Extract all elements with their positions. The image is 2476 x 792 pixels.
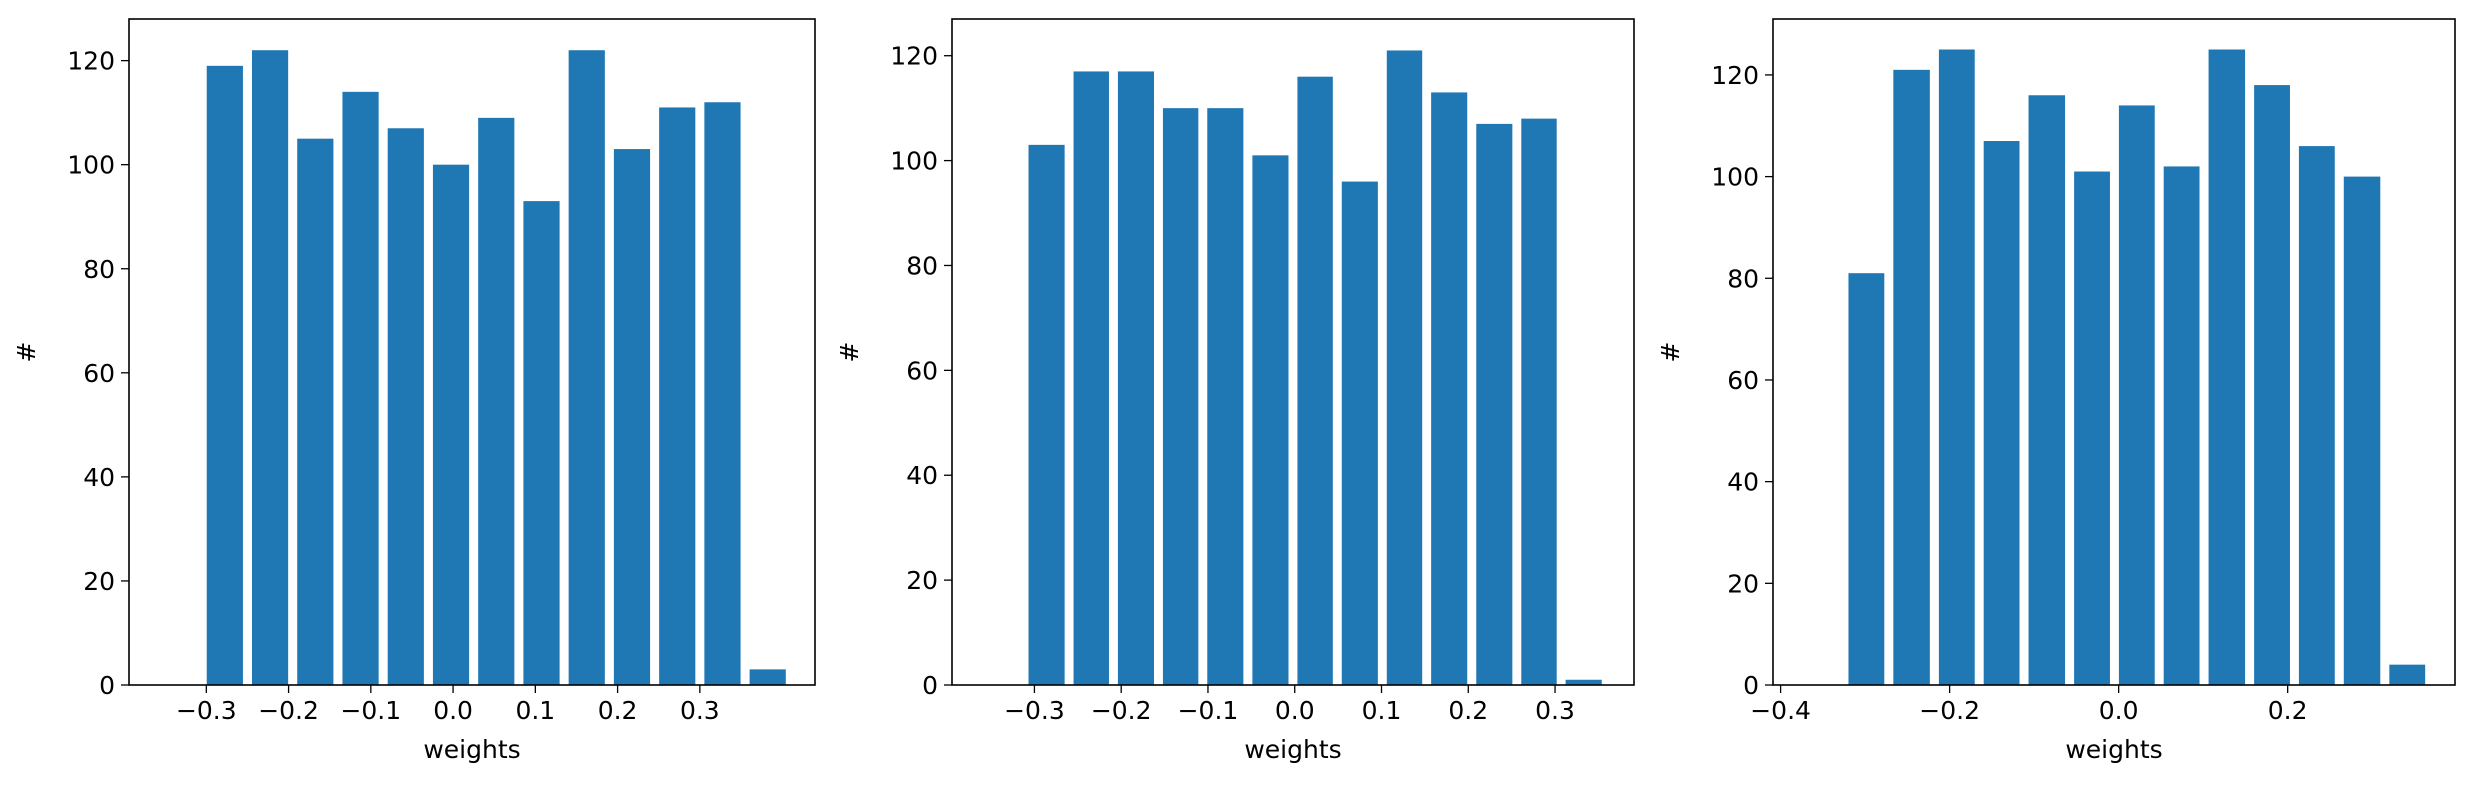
axes-frame [951, 18, 1635, 686]
y-tick-label: 40 [1727, 468, 1759, 497]
bar [297, 138, 334, 685]
y-tick-label: 100 [890, 147, 938, 176]
x-tick-label: −0.2 [1919, 696, 1980, 725]
bar [2254, 85, 2290, 685]
bar [749, 669, 786, 685]
x-tick-label: 0.0 [2099, 696, 2139, 725]
bar [1848, 273, 1885, 685]
y-axis-label: # [12, 342, 41, 363]
bar [1297, 76, 1333, 685]
y-tick-label: 60 [83, 359, 115, 388]
bar [1341, 181, 1378, 685]
x-tick-label: −0.1 [1178, 696, 1239, 725]
x-tick-label: 0.0 [433, 696, 473, 725]
y-tick-label: 120 [67, 47, 115, 76]
x-tick-label: 0.3 [680, 696, 720, 725]
y-tick-label: 0 [99, 671, 115, 700]
bar [432, 164, 470, 685]
y-tick-label: 120 [890, 42, 938, 71]
y-tick-label: 0 [922, 671, 938, 700]
y-tick-label: 80 [1727, 264, 1759, 293]
y-tick-label: 80 [906, 251, 938, 280]
bar [1028, 144, 1065, 685]
bar [1117, 71, 1154, 686]
bar [1207, 108, 1244, 686]
bar [1431, 92, 1468, 686]
x-tick-label: 0.2 [1448, 696, 1488, 725]
x-axis-label: weights [2065, 735, 2162, 764]
bar [2074, 171, 2110, 685]
x-tick-label: −0.4 [1750, 696, 1811, 725]
x-tick-label: 0.1 [1362, 696, 1402, 725]
y-tick-label: 60 [906, 356, 938, 385]
x-tick-label: 0.3 [1535, 696, 1575, 725]
bar [342, 91, 379, 685]
bar [1565, 679, 1602, 685]
y-tick-label: 20 [83, 567, 115, 596]
x-axis-label: weights [423, 735, 520, 764]
y-tick-label: 80 [83, 255, 115, 284]
x-tick-label: −0.3 [176, 696, 237, 725]
axes-frame [128, 18, 816, 686]
bar [1252, 155, 1289, 686]
bar [704, 102, 741, 685]
x-tick-label: −0.2 [1091, 696, 1152, 725]
y-tick-label: 40 [83, 463, 115, 492]
bar [659, 107, 696, 685]
x-axis-label: weights [1244, 735, 1341, 764]
bar [1893, 69, 1930, 685]
bar [2298, 146, 2335, 685]
bar [2028, 95, 2066, 686]
bar [1386, 50, 1423, 686]
bar [206, 65, 243, 685]
bar [2343, 176, 2381, 685]
x-tick-label: −0.3 [1004, 696, 1065, 725]
x-tick-label: 0.2 [598, 696, 638, 725]
bar [251, 50, 289, 685]
bar [1162, 108, 1199, 686]
bar [1476, 123, 1513, 685]
bar [1938, 49, 1975, 685]
y-tick-label: 20 [906, 566, 938, 595]
x-tick-label: −0.1 [340, 696, 401, 725]
bar [523, 201, 560, 685]
bar [1073, 71, 1109, 686]
x-tick-label: 0.1 [515, 696, 555, 725]
y-tick-label: 100 [67, 151, 115, 180]
bar [478, 117, 515, 685]
y-tick-label: 120 [1711, 61, 1759, 90]
bar [2208, 49, 2246, 685]
bar [2389, 664, 2426, 685]
y-axis-label: # [1656, 342, 1685, 363]
bar [1521, 118, 1557, 685]
y-axis-label: # [835, 342, 864, 363]
bar [2163, 166, 2200, 685]
bar [568, 50, 605, 685]
bar [1983, 141, 2020, 686]
x-tick-label: −0.2 [258, 696, 319, 725]
bar [2118, 105, 2155, 685]
axes-frame [1772, 18, 2456, 686]
y-tick-label: 40 [906, 461, 938, 490]
y-tick-label: 100 [1711, 163, 1759, 192]
y-tick-label: 20 [1727, 569, 1759, 598]
bar [613, 149, 651, 685]
x-tick-label: 0.2 [2268, 696, 2308, 725]
y-tick-label: 0 [1743, 671, 1759, 700]
bar [387, 128, 424, 685]
x-tick-label: 0.0 [1275, 696, 1315, 725]
y-tick-label: 60 [1727, 366, 1759, 395]
